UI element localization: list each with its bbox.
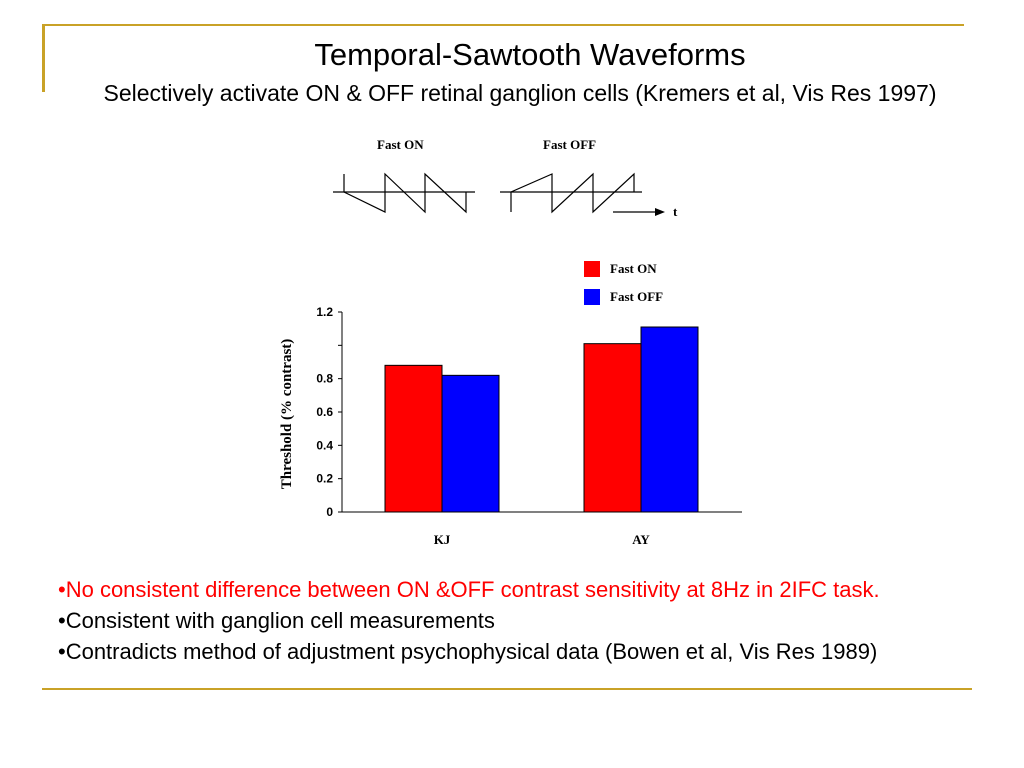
y-axis-label: Threshold (% contrast) xyxy=(279,339,295,490)
bullet-item-1: •No consistent difference between ON &OF… xyxy=(58,577,880,602)
bar-ay-fast-off xyxy=(640,326,699,513)
legend-item-fast-on: Fast ON xyxy=(584,255,663,283)
bullet-list: •No consistent difference between ON &OF… xyxy=(58,574,978,667)
y-tick-label: 0.4 xyxy=(316,438,333,452)
fast-on-waveform xyxy=(333,172,475,214)
frame-left-rule xyxy=(42,24,45,92)
frame-bottom-rule xyxy=(42,688,972,690)
legend-label-fast-on: Fast ON xyxy=(610,261,657,276)
fast-off-wave-label: Fast OFF xyxy=(543,137,597,152)
y-tick-label: 1.2 xyxy=(316,305,333,319)
y-tick-label: 0.8 xyxy=(316,372,333,386)
slide-subtitle: Selectively activate ON & OFF retinal ga… xyxy=(103,80,937,106)
fast-off-waveform xyxy=(500,172,642,214)
frame-top-rule xyxy=(42,24,964,26)
fast-on-wave-label: Fast ON xyxy=(377,137,424,152)
time-arrow xyxy=(613,208,665,216)
fast-off-sawtooth xyxy=(510,172,635,214)
bar-kj-fast-on xyxy=(384,364,443,513)
bar-ay-fast-on xyxy=(583,343,642,513)
bullet-item-2: •Consistent with ganglion cell measureme… xyxy=(58,608,495,633)
time-arrow-head xyxy=(655,208,665,216)
threshold-bar-chart: KJ AY 0 0.2 0.4 0.6 0.8 1.2 Threshold (% contras… xyxy=(279,305,742,547)
chart-legend: Fast ON Fast OFF xyxy=(584,255,663,311)
legend-item-fast-off: Fast OFF xyxy=(584,283,663,311)
time-axis-label: t xyxy=(673,204,678,219)
bullet-item-3: •Contradicts method of adjustment psycho… xyxy=(58,639,878,664)
legend-swatch-fast-on xyxy=(584,261,600,277)
bar-kj-fast-off xyxy=(441,374,500,513)
x-tick-label-ay: AY xyxy=(632,532,650,547)
y-tick-label: 0.6 xyxy=(316,405,333,419)
legend-swatch-fast-off xyxy=(584,289,600,305)
sawtooth-waveforms xyxy=(333,172,665,216)
y-tick-label: 0 xyxy=(326,505,333,519)
x-tick-label-kj: KJ xyxy=(434,532,451,547)
legend-label-fast-off: Fast OFF xyxy=(610,289,664,304)
y-tick-label: 0.2 xyxy=(316,472,333,486)
fast-on-sawtooth xyxy=(343,172,467,214)
slide-title: Temporal-Sawtooth Waveforms xyxy=(314,37,746,72)
